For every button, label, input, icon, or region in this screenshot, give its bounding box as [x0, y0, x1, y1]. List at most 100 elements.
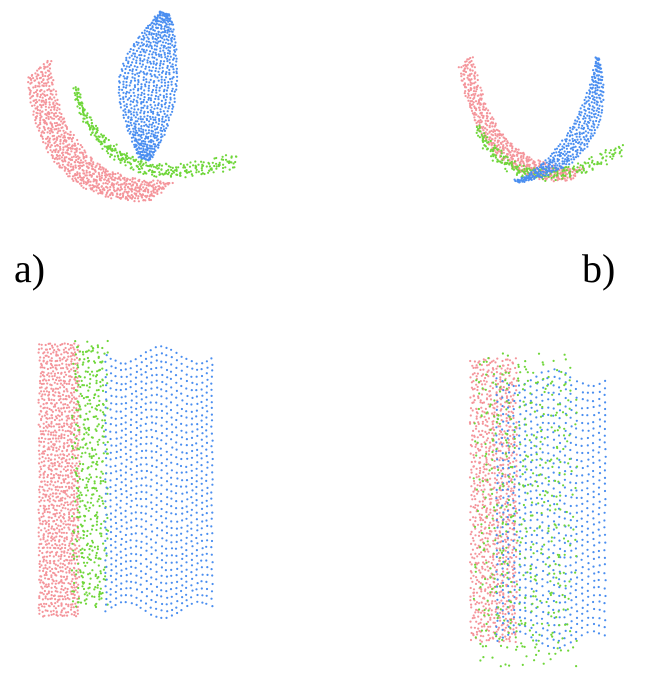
point — [102, 442, 104, 444]
point — [44, 540, 46, 542]
point — [51, 364, 53, 366]
point — [126, 376, 128, 378]
point — [124, 111, 126, 113]
point — [601, 105, 603, 107]
point — [172, 59, 174, 61]
point — [153, 148, 155, 150]
point — [173, 28, 175, 30]
point — [469, 57, 471, 59]
point — [165, 73, 167, 75]
point — [60, 515, 62, 517]
point — [107, 170, 109, 172]
point — [68, 598, 70, 600]
point — [123, 65, 125, 67]
point — [66, 576, 68, 578]
point — [123, 182, 125, 184]
point — [45, 66, 47, 68]
point — [40, 575, 42, 577]
point — [125, 534, 127, 536]
point — [598, 163, 600, 165]
point — [51, 587, 53, 589]
point — [143, 58, 145, 60]
point — [53, 135, 55, 137]
point — [53, 161, 55, 163]
point — [68, 513, 70, 515]
point — [125, 490, 127, 492]
point — [119, 193, 121, 195]
point — [124, 177, 126, 179]
point — [101, 192, 103, 194]
point — [154, 171, 156, 173]
point — [67, 504, 69, 506]
point — [83, 582, 85, 584]
point — [104, 610, 106, 612]
point — [86, 172, 88, 174]
point — [61, 585, 63, 587]
point — [45, 494, 47, 496]
point — [68, 562, 70, 564]
point — [66, 388, 68, 390]
point — [43, 534, 45, 536]
point — [175, 89, 177, 91]
point — [591, 156, 593, 158]
point — [162, 50, 164, 52]
point — [160, 36, 162, 38]
point — [54, 391, 56, 393]
point — [572, 171, 574, 173]
point — [40, 94, 42, 96]
point — [171, 111, 173, 113]
point — [200, 173, 202, 175]
point — [121, 493, 123, 495]
point — [50, 426, 52, 428]
point — [126, 521, 128, 523]
point — [130, 95, 132, 97]
point — [126, 528, 128, 530]
point — [125, 472, 127, 474]
point — [56, 486, 58, 488]
point — [139, 112, 141, 114]
point — [593, 126, 595, 128]
point — [125, 587, 127, 589]
point — [114, 516, 116, 518]
point — [51, 488, 53, 490]
point — [77, 155, 79, 157]
point — [591, 76, 593, 78]
point — [105, 429, 107, 431]
point — [561, 145, 563, 147]
point — [584, 99, 586, 101]
point — [97, 163, 99, 165]
point — [61, 363, 63, 365]
point — [62, 507, 64, 509]
point — [55, 473, 57, 475]
point — [146, 195, 148, 197]
point — [474, 76, 476, 78]
point — [138, 72, 140, 74]
point — [110, 531, 112, 533]
point — [54, 373, 56, 375]
point — [516, 155, 518, 157]
point — [473, 95, 475, 97]
point — [43, 378, 45, 380]
point — [137, 37, 139, 39]
point — [65, 474, 67, 476]
point — [148, 46, 150, 48]
point — [98, 369, 100, 371]
point — [110, 372, 112, 374]
point — [130, 386, 132, 388]
point — [89, 455, 91, 457]
point — [166, 58, 168, 60]
point — [115, 445, 117, 447]
point — [231, 155, 233, 157]
point — [48, 523, 50, 525]
point — [575, 150, 577, 152]
point — [142, 148, 144, 150]
point — [584, 138, 586, 140]
point — [163, 28, 165, 30]
point — [66, 424, 68, 426]
point — [71, 586, 73, 588]
point — [61, 156, 63, 158]
point — [85, 508, 87, 510]
point — [128, 92, 130, 94]
point — [73, 449, 75, 451]
point — [100, 143, 102, 145]
